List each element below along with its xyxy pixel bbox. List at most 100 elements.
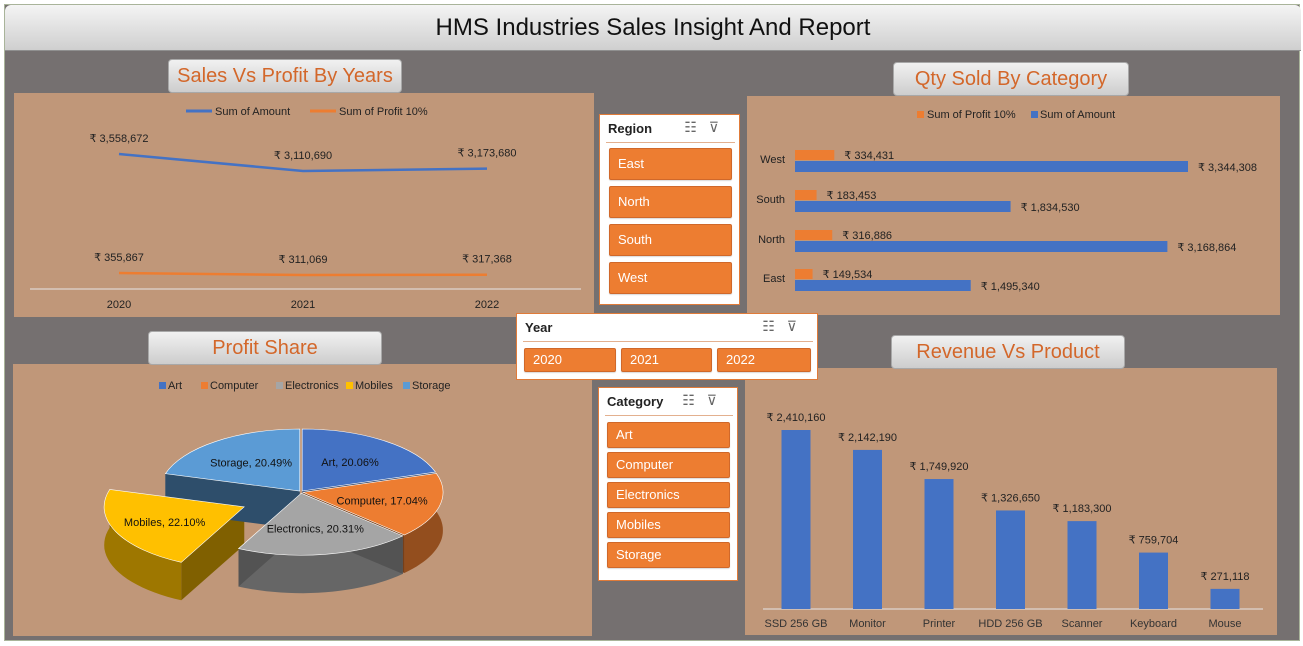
- x-tick-label: 2022: [475, 299, 499, 311]
- data-label-amount: ₹ 3,173,680: [458, 148, 517, 160]
- legend-label: Computer: [210, 380, 259, 392]
- bar-profit: [795, 190, 817, 200]
- slicer-icons: ☷⊽: [762, 318, 809, 335]
- data-label-revenue: ₹ 759,704: [1129, 535, 1179, 547]
- region-item-north[interactable]: North: [609, 186, 732, 218]
- data-label-revenue: ₹ 1,326,650: [981, 492, 1040, 504]
- bar-revenue: [781, 430, 811, 609]
- category-item-computer[interactable]: Computer: [607, 452, 730, 478]
- data-label-slice: Electronics, 20.31%: [267, 524, 364, 536]
- line-series-profit: [118, 271, 488, 277]
- y-tick-label: East: [763, 273, 785, 285]
- revenue-product-title: Revenue Vs Product: [891, 335, 1125, 369]
- bar-amount: [795, 280, 971, 291]
- legend-label: Storage: [412, 380, 451, 392]
- profit-share-title: Profit Share: [148, 331, 382, 365]
- pie-slice-art: [301, 428, 437, 492]
- bar-profit: [795, 269, 813, 279]
- category-item-mobiles[interactable]: Mobiles: [607, 512, 730, 538]
- data-label-revenue: ₹ 271,118: [1200, 571, 1249, 583]
- x-tick-label: SSD 256 GB: [765, 618, 828, 630]
- legend-swatch: [276, 382, 283, 389]
- category-item-art[interactable]: Art: [607, 422, 730, 448]
- y-tick-label: South: [756, 194, 785, 206]
- data-label-amount: ₹ 1,495,340: [981, 281, 1040, 293]
- sales-profit-title: Sales Vs Profit By Years: [168, 59, 402, 93]
- year-slicer-title: Year: [525, 320, 553, 335]
- bar-profit: [795, 230, 833, 240]
- clear-filter-icon[interactable]: ⊽: [708, 119, 731, 135]
- qty-category-panel: Sum of Profit 10% Sum of Amount West ₹ 334,…: [747, 96, 1280, 315]
- region-slicer-title: Region: [608, 121, 653, 136]
- x-tick-label: Scanner: [1062, 618, 1103, 630]
- bar-amount: [795, 161, 1188, 172]
- bar-revenue: [924, 479, 954, 609]
- pie-slice-side: [104, 489, 182, 601]
- data-label-profit: ₹ 317,368: [462, 254, 512, 266]
- legend-label-profit: Sum of Profit 10%: [339, 106, 428, 118]
- x-tick-label: Mouse: [1208, 618, 1241, 630]
- legend-swatch-amount: [1031, 111, 1038, 118]
- region-item-east[interactable]: East: [609, 148, 732, 180]
- region-item-south[interactable]: South: [609, 224, 732, 256]
- multi-select-icon[interactable]: ☷: [762, 318, 787, 334]
- data-label-profit: ₹ 311,069: [278, 254, 327, 266]
- legend-swatch: [403, 382, 410, 389]
- pie-slice-electronics: [237, 492, 404, 556]
- data-label-profit: ₹ 355,867: [94, 252, 144, 264]
- clear-filter-icon[interactable]: ⊽: [786, 318, 809, 334]
- category-item-electronics[interactable]: Electronics: [607, 482, 730, 508]
- legend-label: Art: [168, 380, 182, 392]
- region-item-west[interactable]: West: [609, 262, 732, 294]
- multi-select-icon[interactable]: ☷: [682, 392, 707, 408]
- bar-amount: [795, 241, 1168, 252]
- sales-profit-panel: Sum of Amount Sum of Profit 10% ₹ 3,558,67…: [14, 93, 594, 317]
- year-item-2020[interactable]: 2020: [524, 348, 616, 372]
- pie-slice-mobiles: [103, 489, 245, 563]
- region-slicer: Region ☷⊽ East North South West: [599, 114, 740, 305]
- legend-label: Electronics: [285, 380, 339, 392]
- x-tick-label: Keyboard: [1130, 618, 1177, 630]
- data-label-revenue: ₹ 2,142,190: [838, 432, 897, 444]
- legend-swatch: [159, 382, 166, 389]
- qty-category-title: Qty Sold By Category: [893, 62, 1129, 96]
- revenue-product-chart: ₹ 2,410,160 SSD 256 GB ₹ 2,142,190 Monitor ₹…: [763, 412, 1263, 630]
- data-label-slice: Art, 20.06%: [321, 457, 379, 469]
- pie-slice-computer: [301, 472, 444, 536]
- legend-swatch-profit: [917, 111, 924, 118]
- legend-swatch: [346, 382, 353, 389]
- x-tick-label: Monitor: [849, 618, 886, 630]
- data-label-revenue: ₹ 1,183,300: [1053, 503, 1112, 515]
- slicer-icons: ☷⊽: [682, 392, 729, 409]
- pie-slice-side: [404, 473, 443, 573]
- data-label-slice: Mobiles, 22.10%: [124, 517, 206, 529]
- clear-filter-icon[interactable]: ⊽: [706, 392, 729, 408]
- data-label-profit: ₹ 316,886: [842, 230, 892, 242]
- multi-select-icon[interactable]: ☷: [684, 119, 709, 135]
- x-tick-label: Printer: [923, 618, 956, 630]
- year-item-2021[interactable]: 2021: [621, 348, 712, 372]
- dashboard: HMS Industries Sales Insight And Report …: [4, 4, 1301, 641]
- category-item-storage[interactable]: Storage: [607, 542, 730, 568]
- qty-sold-chart: Sum of Profit 10% Sum of Amount West ₹ 334,…: [756, 109, 1257, 293]
- bar-profit: [795, 150, 835, 160]
- dashboard-title: HMS Industries Sales Insight And Report: [5, 5, 1301, 51]
- profit-share-panel: Art Computer Electronics Mobiles Storage Art,…: [13, 364, 592, 636]
- x-tick-label: 2021: [291, 299, 315, 311]
- data-label-revenue: ₹ 2,410,160: [767, 412, 826, 424]
- data-label-profit: ₹ 149,534: [823, 269, 873, 281]
- data-label-amount: ₹ 3,344,308: [1198, 162, 1257, 174]
- data-label-slice: Computer, 17.04%: [337, 495, 428, 507]
- data-label-profit: ₹ 183,453: [827, 190, 877, 202]
- data-label-amount: ₹ 3,168,864: [1177, 242, 1236, 254]
- data-label-amount: ₹ 1,834,530: [1021, 202, 1080, 214]
- sales-vs-profit-chart: Sum of Amount Sum of Profit 10% ₹ 3,558,67…: [30, 106, 581, 311]
- bar-revenue: [1139, 552, 1168, 609]
- x-tick-label: HDD 256 GB: [978, 618, 1042, 630]
- bar-revenue: [1067, 521, 1097, 609]
- data-label-revenue: ₹ 1,749,920: [910, 461, 969, 473]
- bar-revenue: [1210, 588, 1240, 609]
- year-item-2022[interactable]: 2022: [717, 348, 811, 372]
- data-label-amount: ₹ 3,558,672: [90, 133, 149, 145]
- category-slicer-title: Category: [607, 394, 664, 409]
